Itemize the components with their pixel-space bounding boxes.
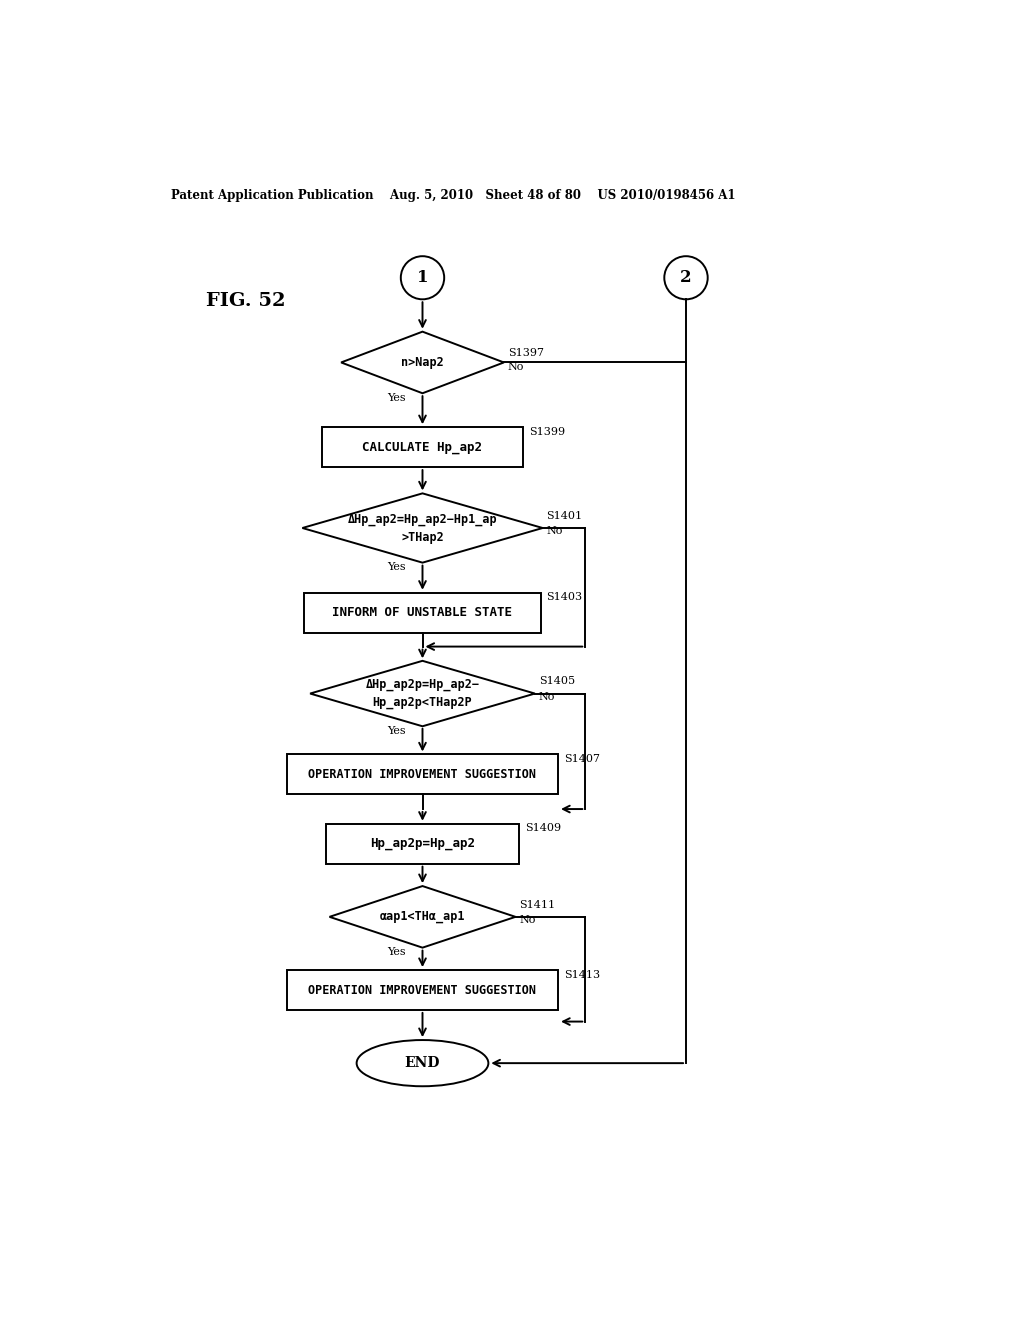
- Bar: [287, 970, 558, 1010]
- Text: ΔHp_ap2=Hp_ap2−Hp1_ap
>THap2: ΔHp_ap2=Hp_ap2−Hp1_ap >THap2: [348, 512, 498, 544]
- Text: αap1<THα_ap1: αap1<THα_ap1: [380, 911, 465, 924]
- Text: Yes: Yes: [388, 948, 407, 957]
- Text: S1397: S1397: [508, 348, 544, 358]
- Text: S1413: S1413: [564, 970, 600, 979]
- Text: S1401: S1401: [547, 511, 583, 521]
- Text: S1399: S1399: [529, 426, 565, 437]
- Text: Patent Application Publication    Aug. 5, 2010   Sheet 48 of 80    US 2010/01984: Patent Application Publication Aug. 5, 2…: [171, 189, 735, 202]
- Text: Yes: Yes: [388, 562, 407, 573]
- Bar: [304, 593, 541, 632]
- Text: No: No: [519, 915, 536, 925]
- Text: CALCULATE Hp_ap2: CALCULATE Hp_ap2: [362, 441, 482, 454]
- Text: S1403: S1403: [547, 593, 583, 602]
- Text: 1: 1: [417, 269, 428, 286]
- Text: FIG. 52: FIG. 52: [206, 292, 285, 310]
- Text: Yes: Yes: [388, 726, 407, 735]
- Bar: [287, 755, 558, 795]
- Bar: [322, 428, 523, 467]
- Text: S1409: S1409: [525, 824, 562, 833]
- Text: No: No: [539, 692, 555, 702]
- Text: ΔHp_ap2p=Hp_ap2−
Hp_ap2p<THap2P: ΔHp_ap2p=Hp_ap2− Hp_ap2p<THap2P: [366, 678, 479, 709]
- Text: No: No: [508, 362, 524, 372]
- Text: S1411: S1411: [519, 900, 555, 909]
- Text: 2: 2: [680, 269, 692, 286]
- Text: INFORM OF UNSTABLE STATE: INFORM OF UNSTABLE STATE: [333, 606, 512, 619]
- Bar: [326, 824, 519, 863]
- Text: OPERATION IMPROVEMENT SUGGESTION: OPERATION IMPROVEMENT SUGGESTION: [308, 768, 537, 781]
- Text: S1405: S1405: [539, 676, 574, 686]
- Text: S1407: S1407: [564, 754, 600, 764]
- Text: END: END: [404, 1056, 440, 1071]
- Text: No: No: [547, 527, 563, 536]
- Text: Hp_ap2p=Hp_ap2: Hp_ap2p=Hp_ap2: [370, 837, 475, 850]
- Text: Yes: Yes: [388, 393, 407, 403]
- Text: OPERATION IMPROVEMENT SUGGESTION: OPERATION IMPROVEMENT SUGGESTION: [308, 983, 537, 997]
- Text: n>Nap2: n>Nap2: [401, 356, 443, 370]
